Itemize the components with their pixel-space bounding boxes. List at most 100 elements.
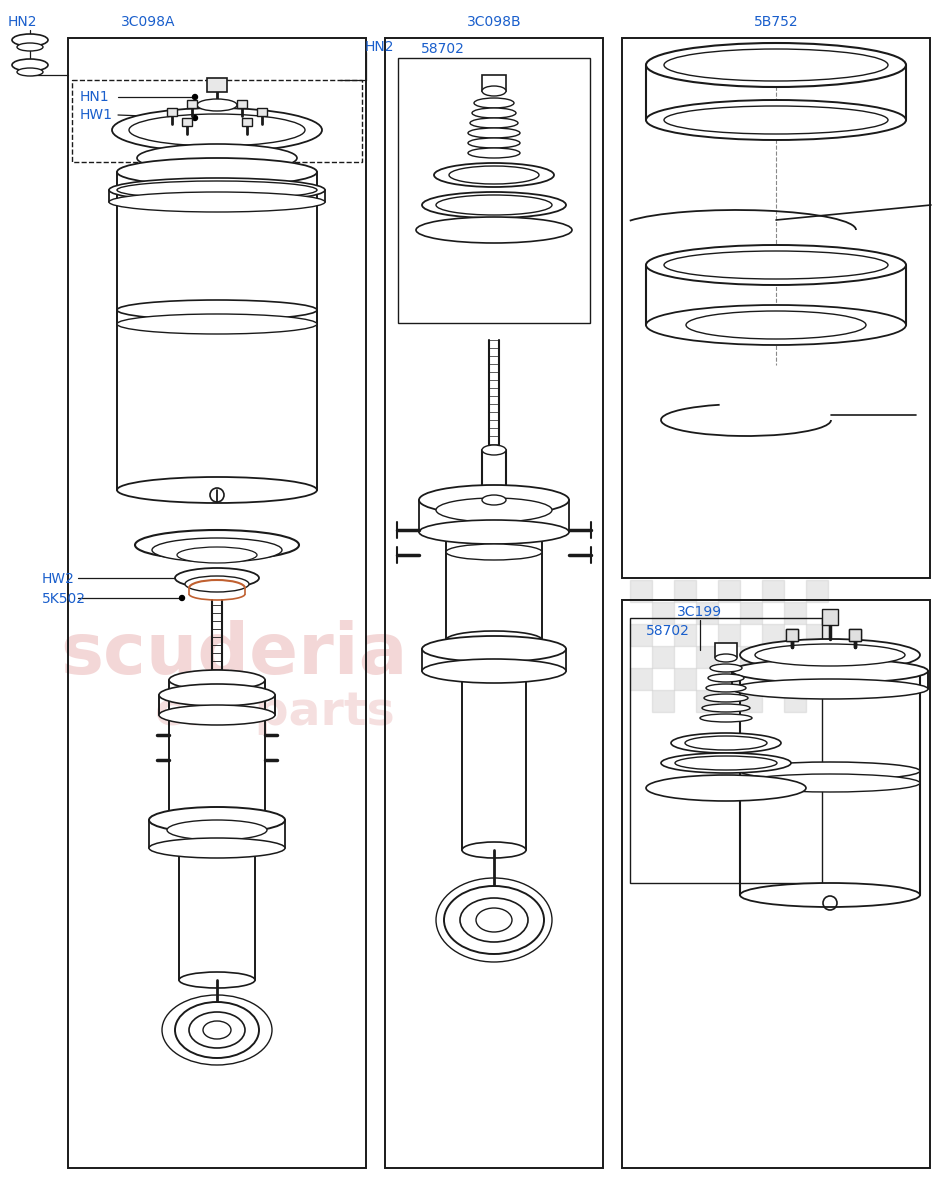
Bar (652, 690, 674, 712)
Bar (622, 38, 930, 578)
Ellipse shape (419, 520, 569, 544)
Bar (237, 100, 247, 108)
Ellipse shape (462, 842, 526, 858)
Ellipse shape (436, 194, 552, 215)
Bar (674, 624, 696, 646)
Text: scuderia: scuderia (60, 620, 407, 689)
Bar (68, 38, 366, 1168)
Ellipse shape (715, 654, 737, 662)
Text: 5B752: 5B752 (754, 14, 798, 29)
Ellipse shape (675, 756, 777, 770)
Ellipse shape (419, 485, 569, 515)
Text: car parts: car parts (155, 690, 395, 734)
Bar (762, 668, 784, 690)
Ellipse shape (740, 774, 920, 792)
Ellipse shape (179, 972, 255, 988)
Ellipse shape (740, 762, 920, 780)
Bar (822, 608, 838, 625)
Ellipse shape (203, 1021, 231, 1039)
Text: HN2: HN2 (8, 14, 38, 29)
Ellipse shape (449, 166, 539, 184)
Ellipse shape (664, 106, 888, 134)
Ellipse shape (686, 311, 866, 338)
Ellipse shape (189, 1012, 245, 1048)
Ellipse shape (732, 659, 928, 683)
Bar (740, 646, 762, 668)
Bar (849, 629, 861, 641)
Ellipse shape (704, 694, 748, 702)
Bar (784, 602, 806, 624)
Ellipse shape (740, 883, 920, 907)
Ellipse shape (117, 476, 317, 503)
Bar (786, 629, 798, 641)
Bar (630, 580, 652, 602)
Ellipse shape (482, 494, 506, 505)
Bar (630, 618, 822, 883)
Bar (630, 624, 652, 646)
Bar (849, 629, 861, 641)
Ellipse shape (152, 538, 282, 562)
Ellipse shape (685, 736, 767, 750)
Ellipse shape (169, 811, 265, 829)
Bar (652, 646, 674, 668)
Ellipse shape (700, 714, 752, 722)
Ellipse shape (446, 631, 542, 649)
Ellipse shape (710, 664, 742, 672)
Circle shape (192, 115, 198, 120)
Ellipse shape (446, 544, 542, 560)
Ellipse shape (646, 245, 906, 284)
Bar (182, 118, 192, 126)
Ellipse shape (17, 68, 43, 76)
Bar (784, 690, 806, 712)
Ellipse shape (177, 547, 257, 563)
Ellipse shape (434, 163, 554, 187)
Ellipse shape (706, 684, 746, 692)
Bar (784, 646, 806, 668)
Ellipse shape (470, 118, 518, 128)
Ellipse shape (169, 670, 265, 690)
Ellipse shape (460, 898, 528, 942)
Text: 3C098B: 3C098B (466, 14, 521, 29)
Ellipse shape (112, 108, 322, 152)
Bar (242, 118, 252, 126)
Bar (674, 580, 696, 602)
Ellipse shape (117, 181, 317, 199)
Ellipse shape (422, 636, 566, 662)
Ellipse shape (167, 820, 267, 840)
Text: 5K502: 5K502 (42, 592, 86, 606)
Ellipse shape (474, 98, 514, 108)
Ellipse shape (646, 100, 906, 140)
Ellipse shape (117, 314, 317, 334)
Ellipse shape (472, 108, 516, 118)
Ellipse shape (646, 305, 906, 346)
Ellipse shape (468, 148, 520, 158)
Text: 3C098A: 3C098A (121, 14, 175, 29)
Bar (718, 668, 740, 690)
Bar (762, 624, 784, 646)
Ellipse shape (109, 192, 325, 212)
Ellipse shape (436, 878, 552, 962)
Bar (696, 602, 718, 624)
Bar (674, 668, 696, 690)
Ellipse shape (422, 192, 566, 218)
Ellipse shape (646, 43, 906, 86)
Ellipse shape (185, 576, 249, 592)
Ellipse shape (661, 754, 791, 773)
Bar (718, 624, 740, 646)
Ellipse shape (12, 59, 48, 71)
Ellipse shape (740, 638, 920, 671)
Bar (187, 100, 197, 108)
Bar (806, 668, 828, 690)
Ellipse shape (197, 98, 237, 110)
Bar (167, 108, 177, 116)
Bar (207, 78, 227, 92)
Text: HW1: HW1 (80, 108, 113, 122)
Bar (715, 643, 737, 658)
Ellipse shape (117, 158, 317, 186)
Ellipse shape (468, 138, 520, 148)
Text: 58702: 58702 (421, 42, 465, 56)
Ellipse shape (755, 644, 905, 666)
Bar (696, 646, 718, 668)
Ellipse shape (732, 679, 928, 698)
Bar (762, 580, 784, 602)
